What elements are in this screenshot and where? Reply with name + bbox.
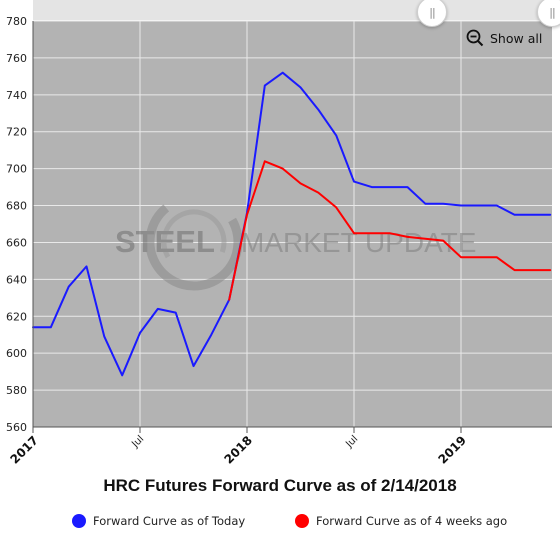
chart-title: HRC Futures Forward Curve as of 2/14/201… [103, 476, 457, 495]
y-tick-label: 720 [6, 126, 27, 139]
show-all-label: Show all [490, 30, 543, 46]
y-tick-label: 780 [6, 15, 27, 28]
x-tick-label: 2018 [222, 433, 256, 467]
y-axis-labels: 560 580 600 620 640 660 680 700 720 740 760 780 [6, 15, 27, 434]
show-all-button[interactable]: Show all [466, 29, 542, 47]
y-tick-label: 620 [6, 310, 27, 323]
navigator-handle-icon: || [549, 5, 556, 19]
legend: Forward Curve as of Today Forward Curve … [0, 514, 560, 534]
y-tick-label: 580 [6, 384, 27, 397]
x-tick-label: 2019 [436, 433, 470, 467]
y-tick-label: 600 [6, 347, 27, 360]
y-tick-label: 640 [6, 273, 27, 286]
y-tick-label: 740 [6, 89, 27, 102]
x-axis: 2017 Jul 2018 Jul 2019 [8, 427, 470, 467]
legend-item-today[interactable]: Forward Curve as of Today [72, 514, 245, 528]
grid-lines [32, 20, 552, 428]
navigator-handle-icon: || [429, 5, 436, 19]
y-tick-label: 680 [6, 200, 27, 213]
plot-background [33, 21, 552, 427]
legend-label-today: Forward Curve as of Today [93, 514, 246, 528]
series-line-today [32, 71, 552, 377]
x-tick-label: Jul [129, 434, 146, 451]
navigator-bar [33, 0, 552, 20]
series-lines [32, 71, 552, 377]
watermark-logo: STEEL MARKET UPDATE [115, 193, 476, 291]
series-line-4-weeks-ago [228, 160, 552, 301]
legend-item-4-weeks-ago[interactable]: Forward Curve as of 4 weeks ago [295, 514, 507, 528]
zoom-out-icon [466, 29, 484, 47]
y-tick-label: 760 [6, 52, 27, 65]
legend-label-4-weeks-ago: Forward Curve as of 4 weeks ago [316, 514, 508, 528]
navigator-handle-right[interactable]: || [537, 0, 560, 27]
watermark-light-text: MARKET UPDATE [241, 227, 476, 258]
watermark-bold-text: STEEL [115, 224, 215, 259]
y-tick-label: 560 [6, 421, 27, 434]
y-tick-label: 660 [6, 236, 27, 249]
x-tick-label: 2017 [8, 433, 42, 467]
navigator-handle-left[interactable]: || [417, 0, 447, 27]
legend-marker-today [72, 514, 86, 528]
y-tick-label: 700 [6, 163, 27, 176]
x-tick-label: Jul [343, 434, 360, 451]
legend-marker-4-weeks-ago [295, 514, 309, 528]
